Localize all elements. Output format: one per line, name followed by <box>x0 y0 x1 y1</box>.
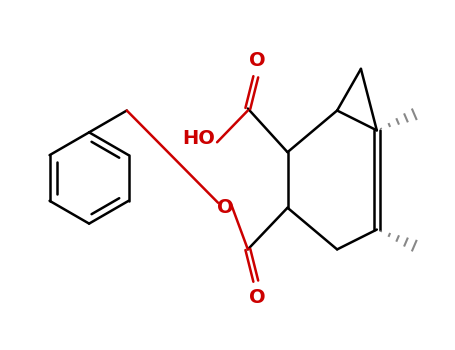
Text: O: O <box>249 287 266 307</box>
Text: O: O <box>249 51 266 70</box>
Text: HO: HO <box>182 129 215 148</box>
Text: O: O <box>217 198 233 217</box>
